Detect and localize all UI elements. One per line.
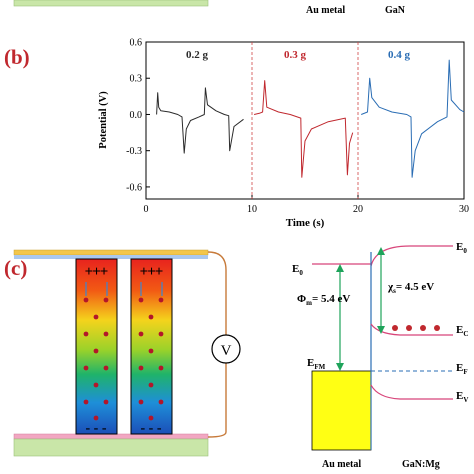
segment-label-0.4g: 0.4 g: [388, 49, 411, 61]
Ec-label: EC: [456, 324, 468, 338]
series-line: [156, 87, 244, 154]
y-axis: 0.6 0.3 0.0 -0.3 -0.6: [126, 38, 150, 193]
series-line: [253, 80, 354, 178]
negative-charges-right: - - -: [141, 421, 162, 436]
panel-a-right-caption: GaN: [385, 5, 406, 16]
carrier-dot: [83, 365, 89, 371]
carrier-dot: [158, 399, 164, 405]
work-function-label: Φm= 5.4 eV: [297, 293, 350, 307]
panel-a: Au metal GaN: [13, 0, 406, 16]
carrier-dot: [93, 348, 99, 354]
carrier-dot: [138, 297, 144, 303]
chi-arrowhead-top: [377, 247, 385, 255]
carrier-dot: [103, 365, 109, 371]
y-tick-label: 0.0: [130, 110, 143, 121]
segment-dividers: [251, 42, 359, 199]
negative-charges-left: - - -: [86, 421, 107, 436]
x-tick-label: 0: [144, 204, 149, 215]
carrier-dot: [138, 331, 144, 337]
carrier-dot: [83, 399, 89, 405]
top-electrode-layer: [14, 255, 208, 259]
plot-frame: [145, 41, 465, 200]
vacuum-level-semiconductor: [370, 245, 453, 267]
positive-charges-right: +++: [140, 264, 163, 280]
E0-left-label: E0: [292, 263, 303, 277]
nanowire-right: [130, 258, 173, 435]
panel-c: (c) +++ +++ - - - - - - V: [4, 241, 468, 470]
phi-arrowhead-bottom: [336, 363, 344, 371]
top-electrode: [13, 249, 209, 256]
segment-label-0.2g: 0.2 g: [186, 49, 209, 61]
up-arrows: [85, 282, 163, 296]
carrier-dot: [93, 415, 99, 421]
carrier-dot: [148, 348, 154, 354]
carrier-dot: [148, 382, 154, 388]
carrier-dot: [93, 382, 99, 388]
carrier-dot: [158, 331, 164, 337]
Efm-label: EFM: [307, 357, 326, 371]
carrier-dot: [83, 297, 89, 303]
y-tick-label: 0.6: [130, 38, 143, 49]
metal-caption: Au metal: [322, 459, 361, 470]
carrier-dot: [93, 314, 99, 320]
carrier-dot: [138, 399, 144, 405]
panel-c-label: (c): [4, 256, 27, 280]
y-tick-label: -0.6: [126, 182, 142, 193]
nanowire-left: [75, 258, 118, 435]
electron-affinity-label: χs= 4.5 eV: [387, 281, 434, 295]
E0-right-label: E0: [456, 241, 467, 255]
Ev-label: EV: [456, 390, 468, 404]
panel-b-label: (b): [4, 45, 30, 69]
x-tick-label: 10: [247, 204, 257, 215]
carrier-dots: [83, 297, 164, 421]
panel-a-substrate: [13, 0, 209, 7]
carrier-dot: [103, 297, 109, 303]
carrier-dot: [103, 399, 109, 405]
chi-arrowhead-bottom: [377, 326, 385, 334]
y-axis-title: Potential (V): [98, 91, 109, 149]
panel-a-left-caption: Au metal: [306, 5, 345, 16]
carrier-dot: [158, 365, 164, 371]
x-tick-label: 20: [353, 204, 363, 215]
y-tick-label: 0.3: [130, 74, 143, 85]
carrier-dot: [148, 415, 154, 421]
valence-band: [370, 384, 453, 400]
series-line: [361, 59, 465, 178]
positive-charges-left: +++: [85, 264, 108, 280]
x-axis-title: Time (s): [286, 217, 325, 229]
bottom-electrode: [13, 433, 209, 440]
Ef-label: EF: [456, 362, 468, 376]
segment-label-0.3g: 0.3 g: [284, 49, 307, 61]
x-axis: 0 10 20 30: [144, 195, 469, 215]
carrier-dot: [148, 314, 154, 320]
semiconductor-caption: GaN:Mg: [402, 459, 440, 470]
bottom-substrate: [13, 438, 209, 457]
carrier-dot: [158, 297, 164, 303]
acceptor-dots: [392, 325, 440, 331]
x-tick-label: 30: [459, 204, 469, 215]
panel-b: (b) 0.6 0.3 0.0 -0.3 -0.6 0 10 20 30 0.2 g 0.3 …: [4, 38, 469, 230]
voltmeter: [211, 334, 241, 364]
y-tick-label: -0.3: [126, 146, 142, 157]
metal-fermi-sea: [311, 370, 372, 451]
carrier-dot: [138, 365, 144, 371]
carrier-dot: [83, 331, 89, 337]
conduction-band: [370, 323, 453, 336]
carrier-dot: [103, 331, 109, 337]
series-lines: [156, 59, 465, 178]
phi-arrowhead-top: [336, 264, 344, 272]
voltmeter-symbol: V: [221, 343, 232, 359]
